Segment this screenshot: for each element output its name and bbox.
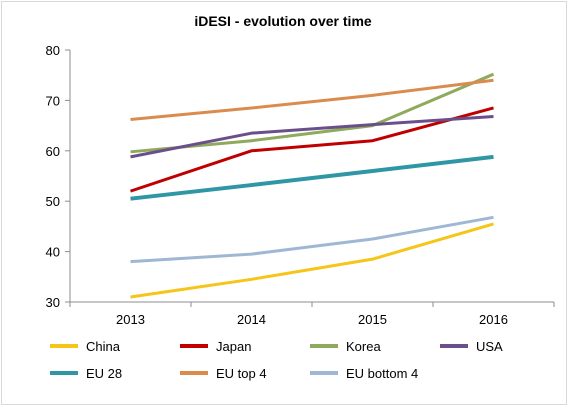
x-tick-label: 2015 xyxy=(358,312,387,327)
legend-label-eu-top-4: EU top 4 xyxy=(216,366,267,381)
y-tick-label: 60 xyxy=(46,144,60,159)
series-line-eu-top-4 xyxy=(130,78,494,122)
legend-label-eu-bottom-4: EU bottom 4 xyxy=(346,366,418,381)
legend-label-usa: USA xyxy=(476,339,503,354)
y-tick-label: 80 xyxy=(46,43,60,58)
legend-label-korea: Korea xyxy=(346,339,381,354)
axes: 30 40 50 60 70 80 2013 2014 2015 2016 xyxy=(46,43,555,327)
legend-label-japan: Japan xyxy=(216,339,251,354)
series-line-eu-bottom-4 xyxy=(130,215,494,264)
line-chart: iDESI - evolution over time 30 40 50 60 70 80… xyxy=(46,13,555,381)
x-tick-label: 2016 xyxy=(479,312,508,327)
y-tick-label: 30 xyxy=(46,295,60,310)
series-line-eu-28 xyxy=(130,154,494,201)
series-lines xyxy=(130,72,495,299)
legend: China Japan Korea USA EU 28 EU top 4 EU bottom… xyxy=(50,339,503,381)
legend-label-eu-28: EU 28 xyxy=(86,366,122,381)
y-tick-label: 70 xyxy=(46,93,60,108)
series-line-usa xyxy=(130,115,494,159)
x-tick-label: 2014 xyxy=(237,312,266,327)
x-tick-label: 2013 xyxy=(116,312,145,327)
series-line-japan xyxy=(130,106,494,193)
series-line-china xyxy=(130,222,494,299)
legend-label-china: China xyxy=(86,339,121,354)
y-tick-label: 40 xyxy=(46,245,60,260)
chart-title: iDESI - evolution over time xyxy=(194,13,372,29)
y-tick-label: 50 xyxy=(46,194,60,209)
